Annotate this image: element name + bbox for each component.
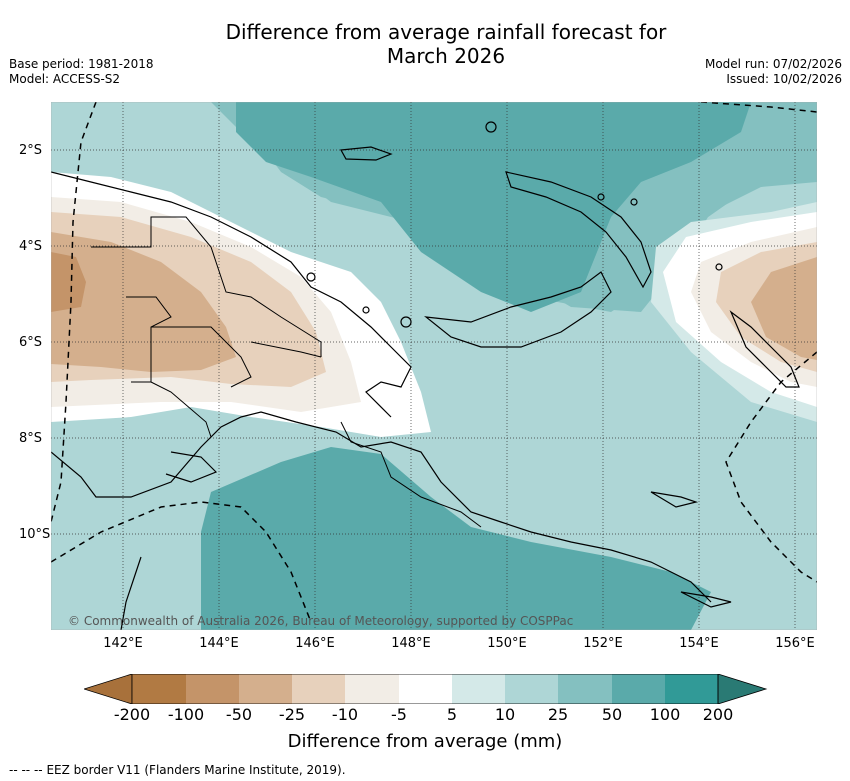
- colorbar-tick: 100: [649, 705, 681, 724]
- colorbar-segment: [132, 674, 186, 704]
- coastlines: [51, 121, 800, 630]
- colorbar-title: Difference from average (mm): [287, 731, 563, 752]
- lon-label: 156°E: [775, 636, 815, 651]
- colorbar-arrow-left: [84, 674, 133, 704]
- model-run: Model run: 07/02/2026: [704, 57, 842, 71]
- graticule: [51, 102, 817, 630]
- colorbar-tick: -100: [167, 705, 205, 724]
- colorbar-segment: [345, 674, 399, 704]
- colorbar-segment: [612, 674, 665, 704]
- colorbar-tick: -25: [278, 705, 306, 724]
- fill-minus25-minus50-east: [751, 257, 817, 360]
- fill-10-25-east: [521, 432, 817, 492]
- colorbar-tick: -10: [331, 705, 359, 724]
- lon-label: 146°E: [295, 636, 335, 651]
- colorbar-segment: [665, 674, 718, 704]
- colorbar-tick: -200: [113, 705, 151, 724]
- copyright-text: © Commonwealth of Australia 2026, Bureau…: [68, 614, 573, 628]
- colorbar-arrow-right: [717, 674, 768, 704]
- colorbar-segment: [239, 674, 292, 704]
- colorbar-segment: [452, 674, 505, 704]
- fill-minus25-minus50-west: [51, 232, 236, 372]
- colorbar-segment: [292, 674, 345, 704]
- base-period: Base period: 1981-2018: [9, 57, 154, 71]
- meta-right: Model run: 07/02/2026 Issued: 10/02/2026: [705, 57, 842, 87]
- title-line-1: Difference from average rainfall forecas…: [225, 20, 667, 44]
- lon-label: 142°E: [103, 636, 143, 651]
- colorbar-segment: [399, 674, 452, 704]
- lon-label: 148°E: [391, 636, 431, 651]
- lat-label: 2°S: [19, 143, 43, 158]
- title-line-2: March 2026: [386, 44, 506, 68]
- colorbar-frame: [131, 674, 719, 704]
- lon-label: 144°E: [199, 636, 239, 651]
- lat-label: 6°S: [19, 335, 43, 350]
- colorbar-tick: 200: [702, 705, 734, 724]
- fill-minus50-minus100-west: [51, 252, 86, 312]
- fill-50-100-south: [201, 447, 711, 630]
- colorbar-tick: 5: [446, 705, 458, 724]
- fill-10-25-south: [51, 412, 461, 522]
- province-borders: [91, 216, 482, 528]
- fill-50-100-north: [236, 102, 751, 312]
- lat-label: 8°S: [19, 431, 43, 446]
- lon-label: 154°E: [679, 636, 719, 651]
- eez-borders: [51, 102, 817, 623]
- map-title: Difference from average rainfall forecas…: [170, 20, 722, 68]
- colorbar: [84, 674, 768, 704]
- colorbar-tick: 50: [601, 705, 623, 724]
- colorbar-tick: 10: [494, 705, 516, 724]
- issued-date: Issued: 10/02/2026: [726, 72, 842, 86]
- colorbar-segment: [558, 674, 612, 704]
- colorbar-tick: -50: [225, 705, 253, 724]
- lat-label: 4°S: [19, 239, 43, 254]
- lon-label: 152°E: [583, 636, 623, 651]
- rainfall-map: © Commonwealth of Australia 2026, Bureau…: [51, 102, 817, 630]
- model-name: Model: ACCESS-S2: [9, 72, 121, 86]
- colorbar-segment: [186, 674, 239, 704]
- meta-left: Base period: 1981-2018 Model: ACCESS-S2: [9, 57, 154, 87]
- eez-line-symbol: -- -- --: [9, 763, 43, 777]
- lat-label: 10°S: [19, 527, 51, 542]
- colorbar-tick: -5: [391, 705, 407, 724]
- lon-label: 150°E: [487, 636, 527, 651]
- eez-legend-text: EEZ border V11 (Flanders Marine Institut…: [46, 763, 346, 777]
- legend-footnote: -- -- -- EEZ border V11 (Flanders Marine…: [9, 763, 346, 777]
- colorbar-segment: [505, 674, 558, 704]
- colorbar-tick: 25: [547, 705, 569, 724]
